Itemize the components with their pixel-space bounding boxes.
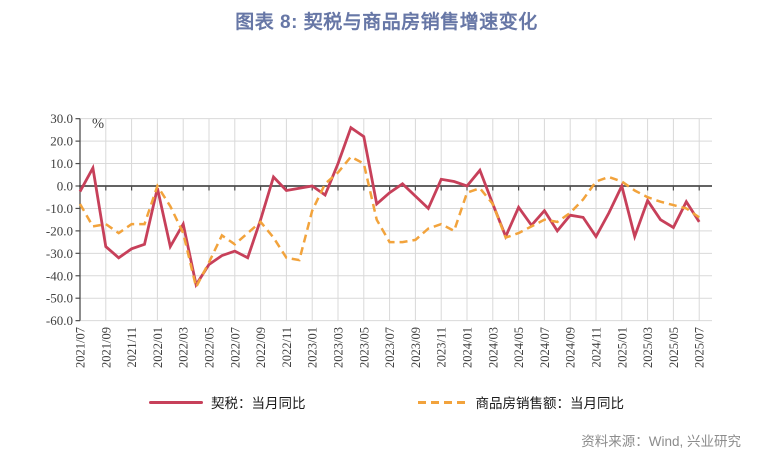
x-tick-label: 2021/11 bbox=[125, 327, 139, 368]
x-tick-label: 2025/05 bbox=[667, 327, 681, 368]
x-tick-label: 2022/01 bbox=[151, 327, 165, 368]
x-tick-label: 2022/03 bbox=[177, 327, 191, 368]
x-tick-label: 2024/05 bbox=[512, 327, 526, 368]
housing-sales-dashed-swatch bbox=[417, 400, 468, 404]
y-tick-label: -30.0 bbox=[46, 246, 73, 261]
x-tick-label: 2023/05 bbox=[357, 327, 371, 368]
y-tick-label: -40.0 bbox=[46, 268, 73, 283]
x-tick-label: 2024/09 bbox=[564, 327, 578, 368]
x-tick-label: 2023/01 bbox=[306, 327, 320, 368]
x-tick-label: 2022/09 bbox=[254, 327, 268, 368]
x-tick-label: 2022/07 bbox=[228, 327, 242, 368]
x-tick-label: 2021/09 bbox=[99, 327, 113, 368]
y-tick-label: 20.0 bbox=[50, 134, 73, 149]
x-tick-label: 2024/07 bbox=[538, 327, 552, 368]
x-tick-label: 2025/01 bbox=[615, 327, 629, 368]
legend-item-housing-sales: 商品房销售额：当月同比 bbox=[417, 392, 625, 412]
x-tick-label: 2022/11 bbox=[280, 327, 294, 368]
y-axis-unit-label: % bbox=[92, 116, 104, 132]
x-tick-label: 2023/07 bbox=[383, 327, 397, 368]
y-tick-label: -60.0 bbox=[46, 313, 73, 328]
x-tick-label: 2023/03 bbox=[332, 327, 346, 368]
chart-legend: 契税：当月同比 商品房销售额：当月同比 bbox=[0, 392, 773, 412]
y-tick-label: 0.0 bbox=[57, 179, 73, 194]
x-tick-label: 2021/07 bbox=[74, 327, 88, 368]
legend-item-deed-tax: 契税：当月同比 bbox=[149, 392, 306, 412]
y-tick-label: -50.0 bbox=[46, 291, 73, 306]
x-tick-label: 2024/01 bbox=[461, 327, 475, 368]
legend-label-housing-sales: 商品房销售额：当月同比 bbox=[475, 396, 625, 411]
data-source-note: 资料来源：Wind, 兴业研究 bbox=[581, 434, 741, 449]
y-tick-label: 10.0 bbox=[50, 156, 73, 171]
x-tick-label: 2025/07 bbox=[693, 327, 707, 368]
y-tick-label: 30.0 bbox=[50, 111, 73, 126]
x-tick-label: 2024/03 bbox=[486, 327, 500, 368]
housing-sales-series-line bbox=[78, 155, 700, 291]
x-tick-label: 2023/11 bbox=[435, 327, 449, 368]
deed-tax-line-swatch bbox=[149, 400, 203, 404]
x-tick-label: 2024/11 bbox=[590, 327, 604, 368]
x-tick-label: 2022/05 bbox=[203, 327, 217, 368]
y-tick-label: -10.0 bbox=[46, 201, 73, 216]
chart-title: 图表 8: 契税与商品房销售增速变化 bbox=[235, 12, 538, 33]
x-tick-label: 2025/03 bbox=[641, 327, 655, 368]
x-tick-label: 2023/09 bbox=[409, 327, 423, 368]
y-tick-label: -20.0 bbox=[46, 223, 73, 238]
deed-tax-series-line bbox=[78, 125, 701, 289]
legend-label-deed-tax: 契税：当月同比 bbox=[211, 396, 306, 411]
